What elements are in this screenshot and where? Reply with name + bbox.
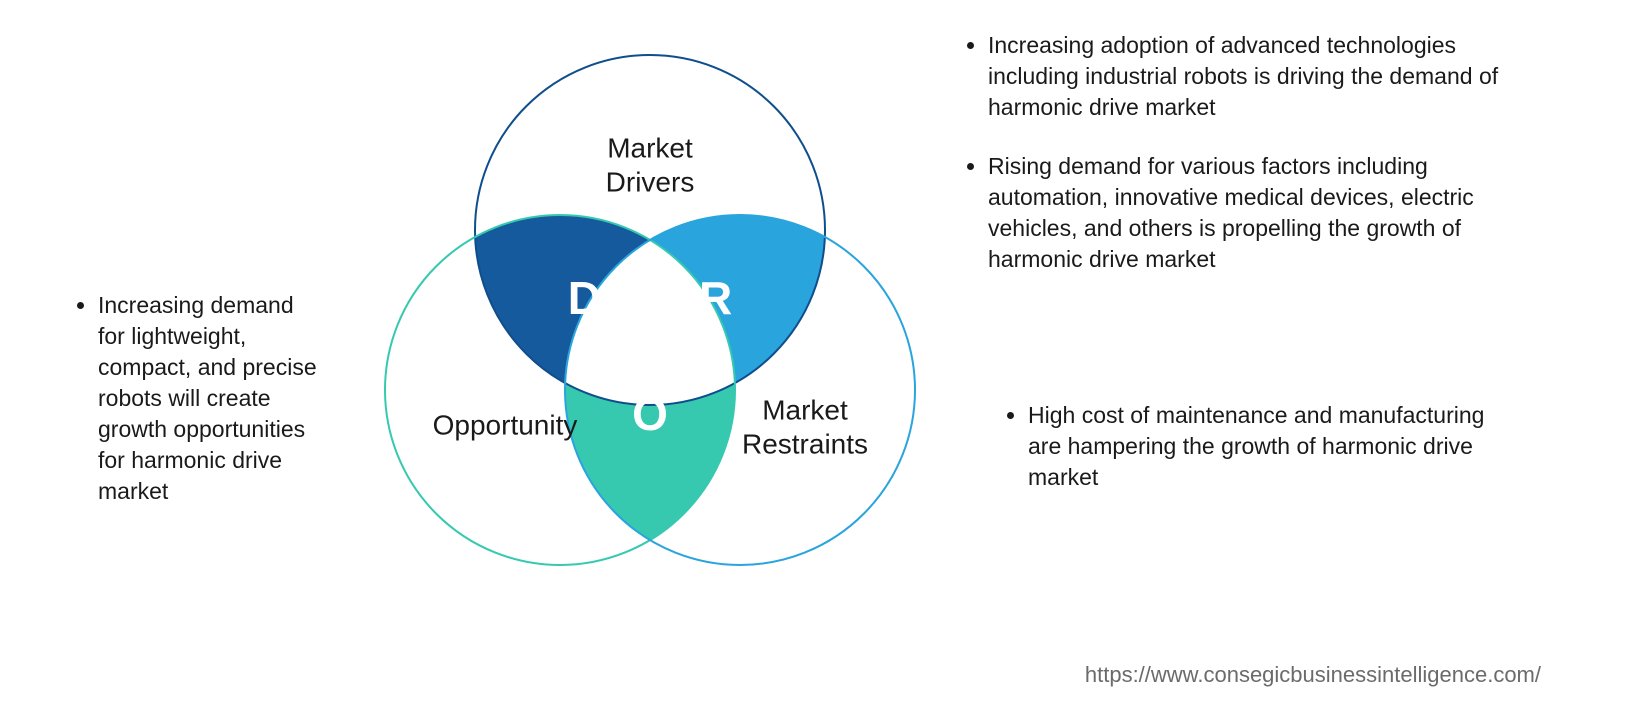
venn-letter-R: R — [699, 272, 732, 324]
venn-diagram: MarketDriversOpportunityMarketRestraints… — [350, 20, 950, 660]
restraints-bullets: High cost of maintenance and manufacturi… — [1000, 400, 1500, 493]
drivers-bullet-1: Rising demand for various factors includ… — [988, 151, 1530, 275]
drivers-bullet-0: Increasing adoption of advanced technolo… — [988, 30, 1530, 123]
restraints-bullet-0: High cost of maintenance and manufacturi… — [1028, 400, 1500, 493]
infographic-canvas: Increasing demand for lightweight, compa… — [0, 0, 1641, 708]
opportunity-bullet-0: Increasing demand for lightweight, compa… — [98, 290, 320, 507]
svg-text:Drivers: Drivers — [606, 167, 695, 198]
source-url: https://www.consegicbusinessintelligence… — [1085, 662, 1541, 688]
svg-text:Market: Market — [607, 133, 693, 164]
opportunity-bullets: Increasing demand for lightweight, compa… — [70, 290, 320, 507]
venn-letter-D: D — [568, 272, 601, 324]
svg-text:Opportunity: Opportunity — [433, 410, 578, 441]
svg-text:Market: Market — [762, 395, 848, 426]
venn-letter-O: O — [632, 388, 668, 440]
drivers-bullets: Increasing adoption of advanced technolo… — [960, 30, 1530, 303]
svg-text:Restraints: Restraints — [742, 429, 868, 460]
